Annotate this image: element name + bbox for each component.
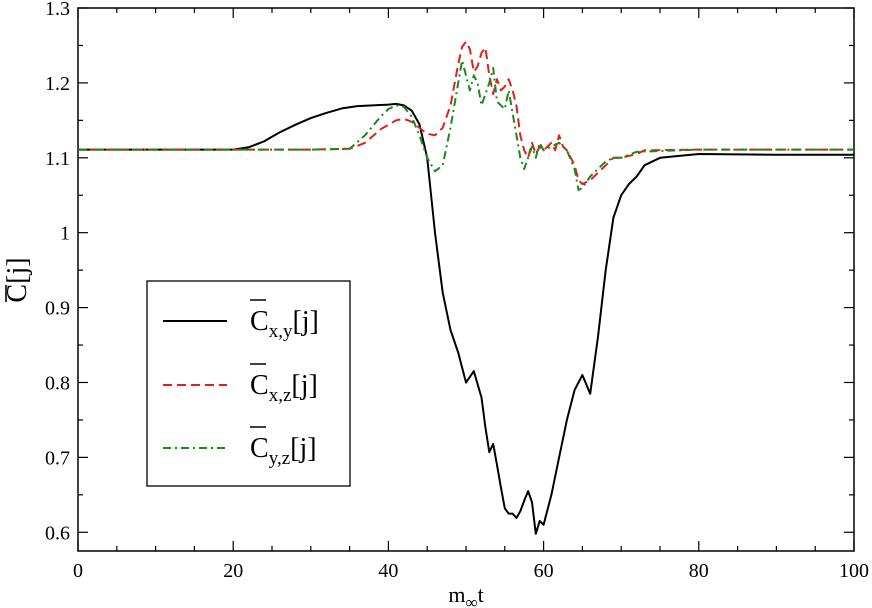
y-tick-label: 0.7: [45, 447, 70, 469]
legend-label-cxy: Cx,y[j]: [250, 306, 319, 342]
x-tick-label: 60: [534, 560, 554, 582]
legend-label-cxy-sub: x,y: [269, 321, 293, 342]
legend-label-cyz-sub: y,z: [269, 448, 290, 469]
x-axis-label-sub: ∞: [465, 593, 477, 608]
y-axis-label: C[j]: [2, 257, 33, 302]
y-tick-label: 1.1: [45, 148, 70, 170]
axis-ticks: [77, 7, 855, 551]
series-layer: [78, 40, 854, 535]
y-tick-label: 0.9: [45, 298, 70, 320]
x-tick-label: 0: [73, 560, 83, 582]
y-tick-label: 1.3: [45, 0, 70, 20]
legend-item-cyz: Cy,z[j]: [163, 426, 317, 469]
x-axis-label-tail: t: [478, 582, 484, 607]
x-tick-label: 100: [839, 560, 869, 582]
legend-label-cxz: Cx,z[j]: [250, 370, 318, 406]
legend-label-cyz: Cy,z[j]: [250, 433, 317, 469]
svg-text:C[j]: C[j]: [2, 257, 33, 302]
x-tick-label: 40: [378, 560, 398, 582]
legend: Cx,y[j] Cx,z[j] Cy,z[j]: [146, 280, 351, 487]
series-line-cxy: [78, 102, 854, 535]
y-tick-label: 1.2: [45, 73, 70, 95]
legend-item-cxy: Cx,y[j]: [163, 299, 319, 342]
legend-label-cxz-sub: x,z: [269, 385, 292, 406]
legend-label-cxy-main: C: [250, 306, 269, 337]
y-tick-label: 0.8: [45, 372, 70, 394]
legend-box: [146, 280, 351, 487]
x-tick-label: 80: [689, 560, 709, 582]
axis-tick-labels: 0 20 40 60 80 100 0.6 0.7 0.8 0.9 1 1.1 1.2 1.3: [45, 0, 869, 582]
legend-label-cyz-main: C: [250, 433, 269, 464]
legend-item-cxz: Cx,z[j]: [163, 363, 318, 406]
y-axis-label-tail: [j]: [2, 257, 33, 283]
legend-label-cxz-main: C: [250, 370, 269, 401]
x-axis-label-main: m: [448, 582, 465, 607]
legend-label-cyz-tail: [j]: [290, 433, 316, 464]
x-axis-label: m∞t: [448, 582, 483, 608]
y-tick-label: 1: [60, 223, 70, 245]
x-tick-label: 20: [223, 560, 243, 582]
legend-label-cxz-tail: [j]: [291, 370, 317, 401]
y-tick-label: 0.6: [45, 522, 70, 544]
y-axis-label-main: C: [2, 284, 33, 303]
legend-label-cxy-tail: [j]: [292, 306, 318, 337]
series-line-cyz: [78, 59, 854, 191]
series-line-cxz: [78, 40, 854, 185]
